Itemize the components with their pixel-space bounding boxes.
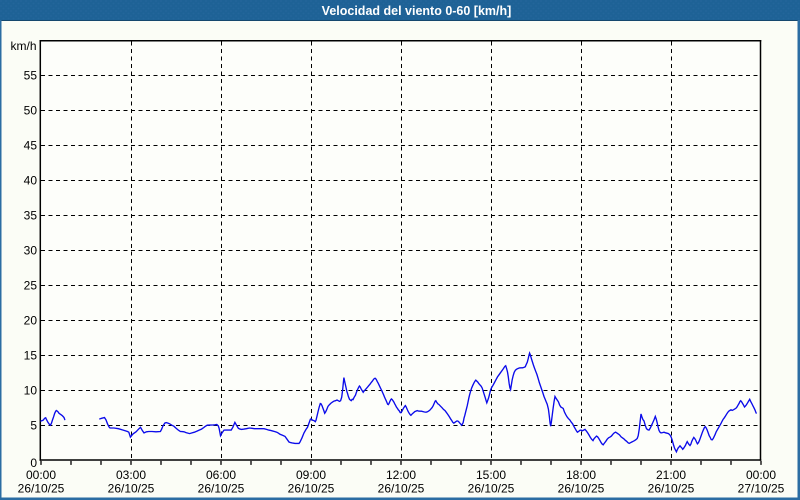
svg-text:0: 0 xyxy=(30,456,37,470)
svg-text:18:00: 18:00 xyxy=(566,468,596,482)
svg-text:26/10/25: 26/10/25 xyxy=(558,482,605,496)
svg-text:26/10/25: 26/10/25 xyxy=(468,482,515,496)
svg-text:45: 45 xyxy=(24,139,38,153)
svg-text:26/10/25: 26/10/25 xyxy=(378,482,425,496)
svg-text:26/10/25: 26/10/25 xyxy=(108,482,155,496)
svg-text:50: 50 xyxy=(24,104,38,118)
svg-text:15: 15 xyxy=(24,349,38,363)
svg-text:15:00: 15:00 xyxy=(476,468,506,482)
svg-text:26/10/25: 26/10/25 xyxy=(198,482,245,496)
svg-text:20: 20 xyxy=(24,314,38,328)
svg-text:26/10/25: 26/10/25 xyxy=(18,482,65,496)
svg-text:00:00: 00:00 xyxy=(746,468,776,482)
svg-text:27/10/25: 27/10/25 xyxy=(738,482,785,496)
svg-text:35: 35 xyxy=(24,209,38,223)
svg-text:26/10/25: 26/10/25 xyxy=(288,482,335,496)
svg-text:25: 25 xyxy=(24,279,38,293)
svg-text:55: 55 xyxy=(24,69,38,83)
svg-text:21:00: 21:00 xyxy=(656,468,686,482)
svg-text:10: 10 xyxy=(24,384,38,398)
svg-text:00:00: 00:00 xyxy=(26,468,56,482)
svg-text:km/h: km/h xyxy=(10,39,36,53)
svg-text:30: 30 xyxy=(24,244,38,258)
svg-text:40: 40 xyxy=(24,174,38,188)
svg-text:12:00: 12:00 xyxy=(386,468,416,482)
svg-text:5: 5 xyxy=(30,419,37,433)
svg-text:03:00: 03:00 xyxy=(116,468,146,482)
svg-text:26/10/25: 26/10/25 xyxy=(648,482,695,496)
svg-text:Velocidad del viento 0-60 [km/: Velocidad del viento 0-60 [km/h] xyxy=(322,4,512,18)
svg-text:09:00: 09:00 xyxy=(296,468,326,482)
svg-text:06:00: 06:00 xyxy=(206,468,236,482)
